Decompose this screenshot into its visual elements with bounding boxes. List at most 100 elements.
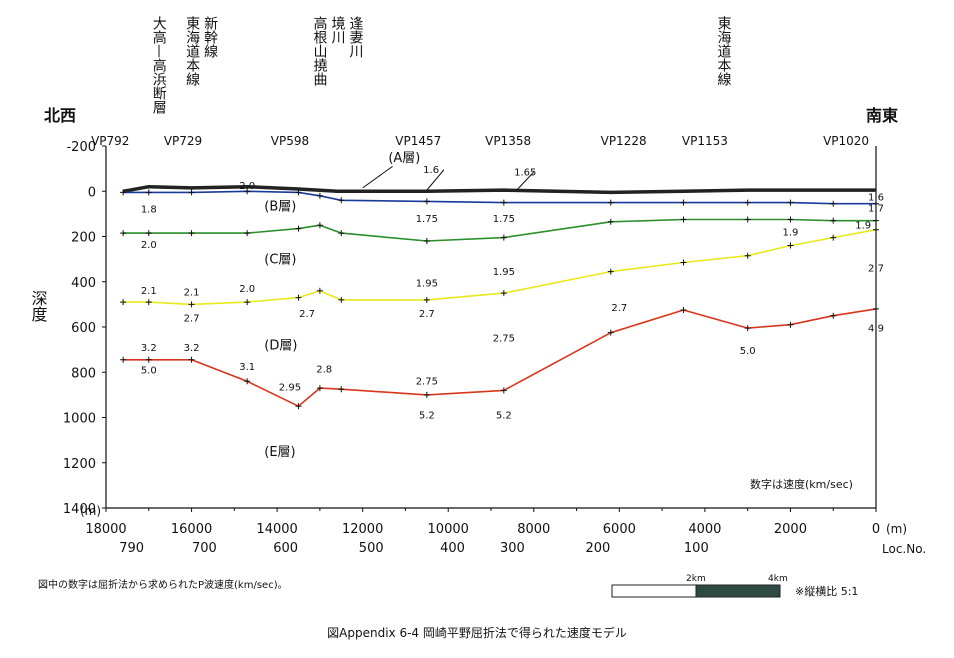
data-point-B bbox=[830, 200, 837, 207]
data-point-B bbox=[295, 189, 302, 196]
velocity-label: 3.2 bbox=[184, 343, 200, 354]
loc-tick-label: 100 bbox=[684, 541, 709, 556]
feature-label: 大高—高浜断層 bbox=[151, 16, 167, 115]
aspect-ratio-note: ※縦横比 5:1 bbox=[795, 585, 859, 598]
data-point-B bbox=[680, 199, 687, 206]
arrow-vel-1 bbox=[426, 169, 445, 191]
vp-label: VP598 bbox=[271, 134, 309, 148]
loc-tick-label: 400 bbox=[440, 541, 465, 556]
velocity-label: 1.9 bbox=[782, 227, 798, 238]
data-point-B bbox=[188, 189, 195, 196]
data-point-C bbox=[873, 217, 879, 224]
velocity-label: 1.95 bbox=[416, 278, 438, 289]
velocity-label: 1.65 bbox=[514, 167, 536, 178]
x-tick-label: 14000 bbox=[256, 522, 297, 537]
loc-tick-label: 200 bbox=[586, 541, 611, 556]
velocity-label: 2.7 bbox=[611, 303, 627, 314]
data-point-E bbox=[830, 312, 837, 319]
direction-northwest: 北西 bbox=[44, 106, 76, 125]
layer-labels: (A層) (B層) (C層) (D層) (E層) bbox=[264, 151, 535, 460]
data-point-E bbox=[120, 356, 127, 363]
velocity-label: 2.0 bbox=[239, 181, 255, 192]
data-point-C bbox=[500, 234, 507, 241]
data-point-D bbox=[680, 259, 687, 266]
layer-boundary-E bbox=[123, 308, 877, 408]
y-tick-label: 200 bbox=[71, 231, 96, 246]
x-tick-label: 0 bbox=[872, 522, 880, 537]
velocity-label: 1.75 bbox=[493, 214, 515, 225]
data-point-C bbox=[607, 218, 614, 225]
data-point-D bbox=[244, 299, 251, 306]
data-point-B bbox=[120, 189, 127, 196]
layer-boundaries bbox=[120, 184, 879, 410]
data-point-D bbox=[316, 287, 323, 294]
data-point-D bbox=[787, 242, 794, 249]
data-point-C bbox=[680, 216, 687, 223]
data-point-D bbox=[188, 301, 195, 308]
y-tick-label: 600 bbox=[71, 321, 96, 336]
data-point-C bbox=[188, 230, 195, 237]
data-point-C bbox=[830, 217, 837, 224]
velocity-label: 1.75 bbox=[416, 214, 438, 225]
vp-label: VP1153 bbox=[682, 134, 728, 148]
data-point-C bbox=[145, 230, 152, 237]
data-point-C bbox=[120, 230, 127, 237]
data-point-D bbox=[120, 299, 127, 306]
velocity-label: 2.7 bbox=[419, 309, 435, 320]
data-point-B bbox=[607, 199, 614, 206]
scale-label-4km: 4km bbox=[768, 574, 788, 584]
velocity-label: 1.6 bbox=[423, 165, 439, 176]
layer-label: (E層) bbox=[264, 445, 295, 460]
data-point-D bbox=[607, 268, 614, 275]
scale-label-2km: 2km bbox=[686, 574, 706, 584]
x-tick-label: 16000 bbox=[171, 522, 212, 537]
feature-label: 逢妻川 bbox=[348, 16, 364, 58]
vp-label: VP1228 bbox=[601, 134, 647, 148]
layer-label: (B層) bbox=[264, 199, 296, 214]
scale-bar-white bbox=[611, 584, 697, 598]
x-tick-label: 2000 bbox=[774, 522, 807, 537]
data-point-E bbox=[145, 356, 152, 363]
velocity-label: 2.1 bbox=[184, 287, 200, 298]
data-point-C bbox=[423, 238, 430, 245]
scale-bar: 2km 4km bbox=[611, 574, 788, 598]
y-tick-label: 0 bbox=[88, 185, 96, 200]
velocity-label: 1.6 bbox=[868, 192, 884, 203]
loc-tick-label: 500 bbox=[359, 541, 384, 556]
scale-bar-dark bbox=[695, 584, 781, 598]
data-point-C bbox=[744, 216, 751, 223]
data-point-D bbox=[500, 290, 507, 297]
data-point-E bbox=[244, 378, 251, 385]
feature-label: 新幹線 bbox=[202, 16, 218, 58]
vp-label: VP1457 bbox=[395, 134, 441, 148]
data-point-C bbox=[338, 230, 345, 237]
velocity-label: 5.2 bbox=[496, 411, 512, 422]
data-point-E bbox=[188, 356, 195, 363]
data-point-E bbox=[338, 386, 345, 393]
data-point-B bbox=[744, 199, 751, 206]
y-axis-unit: (m) bbox=[80, 504, 101, 518]
feature-label: 東海道本線 bbox=[184, 16, 200, 86]
velocity-label: 1.9 bbox=[855, 221, 871, 232]
layer-boundary-A bbox=[122, 184, 876, 195]
data-point-D bbox=[423, 296, 430, 303]
velocity-labels: 1.6 1.652.01.81.75 1.751.61.72.01.91.91.95… bbox=[141, 165, 884, 421]
layer-label: (D層) bbox=[264, 339, 297, 354]
vp-label: VP1358 bbox=[485, 134, 531, 148]
loc-tick-label: 700 bbox=[192, 541, 217, 556]
velocity-label: 3.1 bbox=[239, 362, 255, 373]
data-point-C bbox=[244, 230, 251, 237]
layer-boundary-B bbox=[123, 190, 876, 205]
loc-tick-label: 300 bbox=[500, 541, 525, 556]
data-point-C bbox=[787, 216, 794, 223]
velocity-label: 5.0 bbox=[141, 365, 157, 376]
data-point-D bbox=[744, 252, 751, 259]
velocity-unit-annotation: 数字は速度(km/sec) bbox=[750, 477, 853, 491]
velocity-label: 2.75 bbox=[416, 377, 438, 388]
data-point-E bbox=[295, 403, 302, 410]
velocity-label: 4.9 bbox=[868, 324, 884, 335]
data-point-E bbox=[607, 329, 614, 336]
